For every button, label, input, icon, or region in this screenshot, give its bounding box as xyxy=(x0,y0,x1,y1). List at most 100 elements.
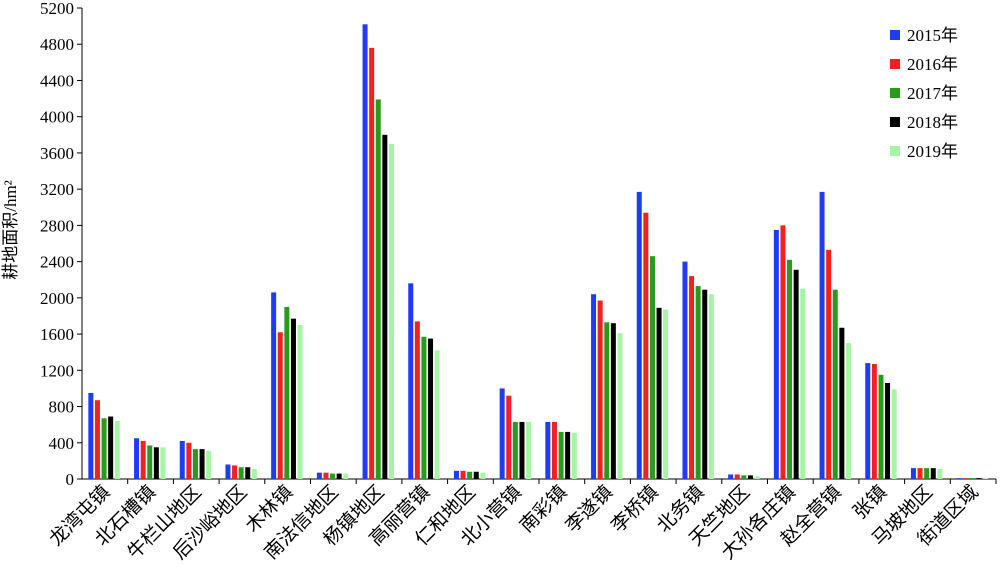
bar xyxy=(702,289,708,479)
bar xyxy=(891,389,897,479)
bar xyxy=(147,445,153,479)
bar xyxy=(689,276,695,479)
bar xyxy=(388,143,394,479)
legend-label: 2015年 xyxy=(907,26,958,45)
bar xyxy=(434,350,440,479)
bar xyxy=(179,440,185,479)
bar xyxy=(421,336,427,479)
bar xyxy=(773,229,779,479)
bar xyxy=(558,431,564,479)
bar xyxy=(140,440,146,479)
bar xyxy=(153,447,159,479)
bar xyxy=(976,478,982,479)
bar xyxy=(734,474,740,479)
x-tick-label: 南彩镇 xyxy=(516,481,572,537)
bar xyxy=(983,478,989,479)
bar xyxy=(597,300,603,479)
bar xyxy=(101,418,107,479)
bar xyxy=(88,392,94,479)
y-tick-label: 0 xyxy=(66,470,75,489)
bar xyxy=(871,363,877,479)
bar xyxy=(663,309,669,479)
bar xyxy=(649,256,655,479)
bar xyxy=(271,292,277,479)
y-tick-label: 1600 xyxy=(40,325,74,344)
bar xyxy=(708,294,714,479)
bar xyxy=(819,191,825,479)
bar xyxy=(343,473,349,479)
bar xyxy=(134,438,140,479)
legend-swatch xyxy=(890,30,900,40)
bar xyxy=(617,333,623,479)
bar xyxy=(408,283,414,479)
bar xyxy=(160,447,166,479)
bar xyxy=(108,416,114,479)
bar xyxy=(506,395,512,479)
legend-label: 2017年 xyxy=(907,84,958,103)
x-tick-label: 张镇 xyxy=(849,481,891,523)
y-tick-label: 2000 xyxy=(40,289,74,308)
y-tick-label: 800 xyxy=(49,398,75,417)
bar xyxy=(682,261,688,479)
y-axis-label: 耕地面积/hm² xyxy=(1,180,20,280)
bar xyxy=(571,432,577,479)
bar xyxy=(937,469,943,479)
legend-label: 2016年 xyxy=(907,55,958,74)
y-tick-label: 400 xyxy=(49,434,75,453)
y-tick-label: 4800 xyxy=(40,35,74,54)
bar xyxy=(747,475,753,479)
bar xyxy=(728,474,734,479)
bar xyxy=(695,286,701,479)
bar xyxy=(643,212,649,479)
y-tick-label: 3600 xyxy=(40,144,74,163)
bar xyxy=(336,473,342,479)
bar xyxy=(545,421,551,479)
x-tick-label: 李桥镇 xyxy=(607,481,663,537)
bar xyxy=(330,473,336,479)
bar xyxy=(754,476,760,479)
bar xyxy=(910,468,916,479)
y-tick-label: 3200 xyxy=(40,180,74,199)
bar xyxy=(565,431,571,479)
bar xyxy=(473,471,479,479)
legend-swatch xyxy=(890,146,900,156)
legend-swatch xyxy=(890,117,900,127)
bar xyxy=(94,400,100,479)
bar xyxy=(499,388,505,479)
bar xyxy=(362,24,368,480)
bar xyxy=(290,318,296,479)
bar xyxy=(780,225,786,479)
bar xyxy=(297,325,303,479)
bar xyxy=(885,382,891,479)
bar xyxy=(192,449,198,479)
bar xyxy=(956,478,962,479)
bar xyxy=(591,294,597,479)
bar xyxy=(636,191,642,479)
bar xyxy=(238,467,244,479)
bar xyxy=(467,471,473,479)
bar xyxy=(512,421,518,479)
bar xyxy=(924,468,930,479)
y-tick-label: 4400 xyxy=(40,71,74,90)
bar xyxy=(519,421,525,479)
bar xyxy=(251,469,257,479)
y-tick-label: 2400 xyxy=(40,253,74,272)
bar xyxy=(277,332,283,479)
bar xyxy=(206,450,212,479)
bar xyxy=(656,307,662,479)
bar xyxy=(845,343,851,479)
bar xyxy=(551,421,557,479)
bar xyxy=(865,363,871,479)
bar xyxy=(316,472,322,479)
bar xyxy=(800,288,806,479)
x-tick-label: 李遂镇 xyxy=(561,481,617,537)
bar xyxy=(245,467,251,479)
bar xyxy=(382,134,388,480)
bar xyxy=(428,338,434,479)
y-tick-label: 1200 xyxy=(40,361,74,380)
bar xyxy=(375,99,381,479)
bar xyxy=(839,327,845,479)
bar xyxy=(225,464,231,479)
bar xyxy=(878,374,884,479)
